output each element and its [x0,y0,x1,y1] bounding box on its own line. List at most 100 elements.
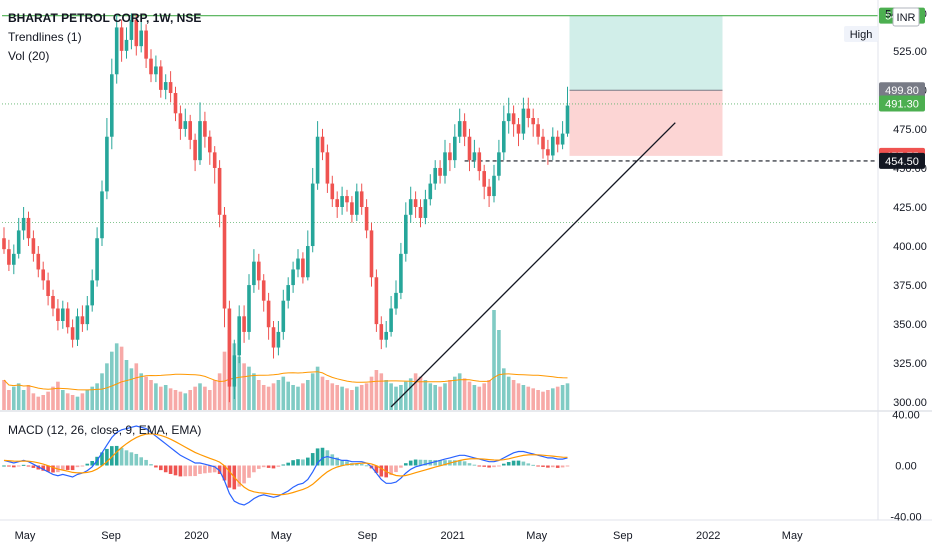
candle [325,152,330,184]
currency-badge[interactable] [892,7,920,27]
volume-bar [56,381,60,410]
candle [506,113,511,122]
volume-bar [551,388,555,410]
macd-histogram-bar [237,465,241,487]
candle [56,308,60,321]
candle [105,136,109,192]
volume-bar [487,380,491,410]
candle [276,331,281,348]
candle [168,82,173,94]
trendline-group[interactable] [390,122,676,408]
macd-histogram-bar [144,459,148,466]
candle [173,93,178,114]
macd-histogram-bar [36,465,41,470]
macd-histogram-bar [511,460,516,466]
candle [51,296,55,309]
macd-histogram-bar [7,465,11,467]
time-tick-label: Sep [101,530,121,542]
volume-bar [41,395,45,410]
volume-bar [438,386,442,410]
macd-tick-label: 40.00 [892,410,920,422]
candle [394,292,398,309]
candle [335,199,339,207]
candle [149,58,153,75]
trendlines-legend[interactable]: Trendlines (1) [8,30,82,44]
candle [222,214,227,309]
macd-histogram-bar [555,465,560,468]
macd-histogram-bar [261,465,266,468]
candle [345,196,349,203]
volume-bar [374,370,379,410]
price-tick-label: 425.00 [893,202,927,214]
macd-histogram-bar [271,465,276,469]
macd-tick-label: 0.00 [895,461,916,473]
candle [389,308,393,332]
macd-histogram-bar [212,465,217,473]
volume-bar [286,381,290,410]
macd-histogram-bar [531,464,535,466]
macd-histogram-bar [502,463,506,466]
macd-histogram-bar [252,465,256,473]
candle [565,105,570,134]
price-tag-label: 491.30 [885,98,919,110]
candle [408,199,413,215]
candle [247,285,251,332]
candle [26,217,31,239]
volume-legend[interactable]: Vol (20) [8,49,49,63]
volume-bar [497,330,501,410]
candle [261,280,266,301]
macd-histogram-bar [291,460,295,466]
high-badge [844,26,878,42]
volume-bar [203,386,207,410]
candle [70,327,75,340]
candle [2,238,6,250]
target-zone[interactable] [569,15,723,91]
volume-bars [2,310,570,410]
symbol-title[interactable]: BHARAT PETROL CORP, 1W, NSE [8,11,201,25]
candle [183,121,188,129]
volume-bar [306,380,310,410]
macd-histogram-bar [310,453,315,466]
volume-bar [212,380,217,410]
macd-histogram-bar [41,465,45,471]
candle [110,74,114,137]
volume-bar [51,386,55,410]
candle [418,207,423,218]
volume-bar [46,391,50,410]
candle [374,277,379,325]
candle [21,217,26,231]
volume-bar [188,390,192,410]
macd-histogram-bar [487,465,491,468]
macd-histogram-bar [203,465,207,474]
volume-bar [183,393,188,410]
volume-bar [404,381,408,410]
macd-histogram-bar [61,465,65,470]
volume-bar [70,395,75,410]
position-zones[interactable] [569,15,723,156]
candle [144,30,148,59]
volume-bar [379,373,384,410]
macd-histogram-bar [26,465,31,467]
macd-histogram-bar [70,465,75,471]
macd-histogram-bar [320,447,325,466]
candle [350,202,354,215]
stop-zone[interactable] [569,90,723,156]
macd-histogram-bar [242,465,246,484]
candle [119,27,124,51]
volume-bar [271,383,276,410]
candle [139,30,143,47]
time-axis[interactable]: May Sep 2020 May Sep 2021 May Sep 2022 May [15,530,803,542]
volume-bar [21,390,26,410]
time-tick-label: 2020 [184,530,208,542]
candle [124,39,129,51]
price-tick-label: 350.00 [893,319,927,331]
time-tick-label: Sep [358,530,378,542]
trendline[interactable] [390,122,676,408]
candle [95,238,99,281]
signal-line [3,433,568,496]
price-tick-label: 325.00 [893,358,927,370]
volume-bar [359,385,364,410]
macd-legend[interactable]: MACD (12, 26, close, 9, EMA, EMA) [8,423,201,437]
volume-bar [541,391,545,410]
